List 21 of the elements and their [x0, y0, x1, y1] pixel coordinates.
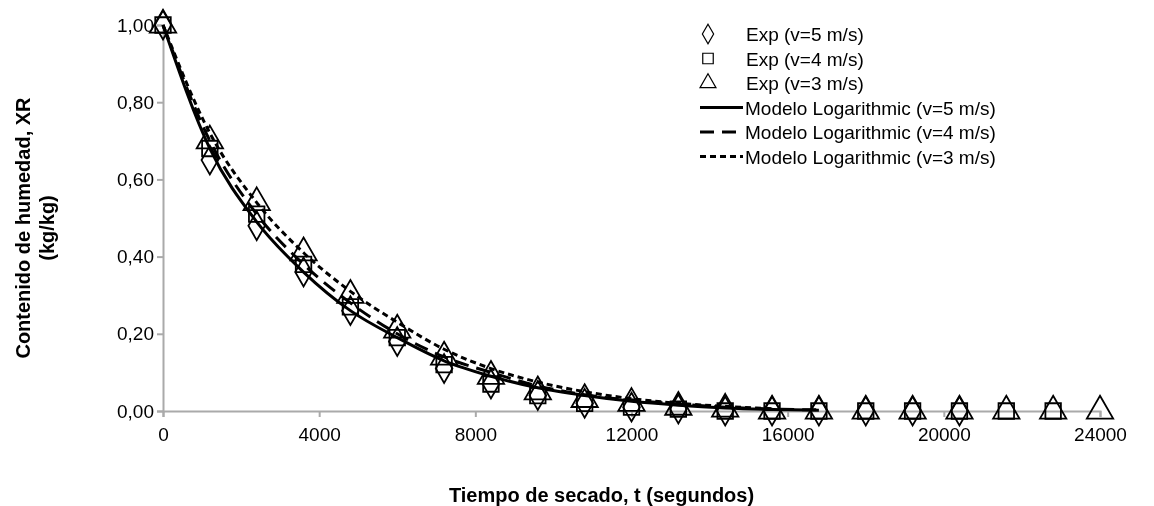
x-tick-label: 4000: [298, 423, 341, 445]
legend-label: Exp (v=4 m/s): [746, 48, 864, 70]
legend-label: Modelo Logarithmic (v=4 m/s): [745, 122, 996, 143]
y-axis-title: Contenido de humedad, XR (kg/kg): [12, 96, 58, 359]
y-tick-label: 1,00: [117, 14, 154, 36]
legend-label: Exp (v=3 m/s): [746, 73, 864, 94]
x-tick-label: 20000: [917, 423, 971, 445]
x-tick-label: 24000: [1074, 423, 1127, 445]
legend-label: Exp (v=5 m/s): [746, 24, 864, 45]
x-tick-label: 8000: [454, 423, 497, 445]
y-tick-label: 0,80: [117, 91, 154, 113]
legend-label: Modelo Logarithmic (v=3 m/s): [745, 146, 996, 168]
legend-label: Modelo Logarithmic (v=5 m/s): [745, 97, 996, 119]
y-tick-label: 0,20: [117, 323, 154, 345]
x-axis-title: Tiempo de secado, t (segundos): [448, 484, 755, 506]
y-tick-label: 0,40: [117, 246, 154, 268]
x-tick-label: 16000: [761, 423, 815, 445]
y-tick-label: 0,00: [117, 400, 154, 422]
x-tick-label: 12000: [605, 423, 659, 445]
y-tick-label: 0,60: [117, 168, 154, 190]
x-tick-label: 0: [158, 423, 169, 445]
